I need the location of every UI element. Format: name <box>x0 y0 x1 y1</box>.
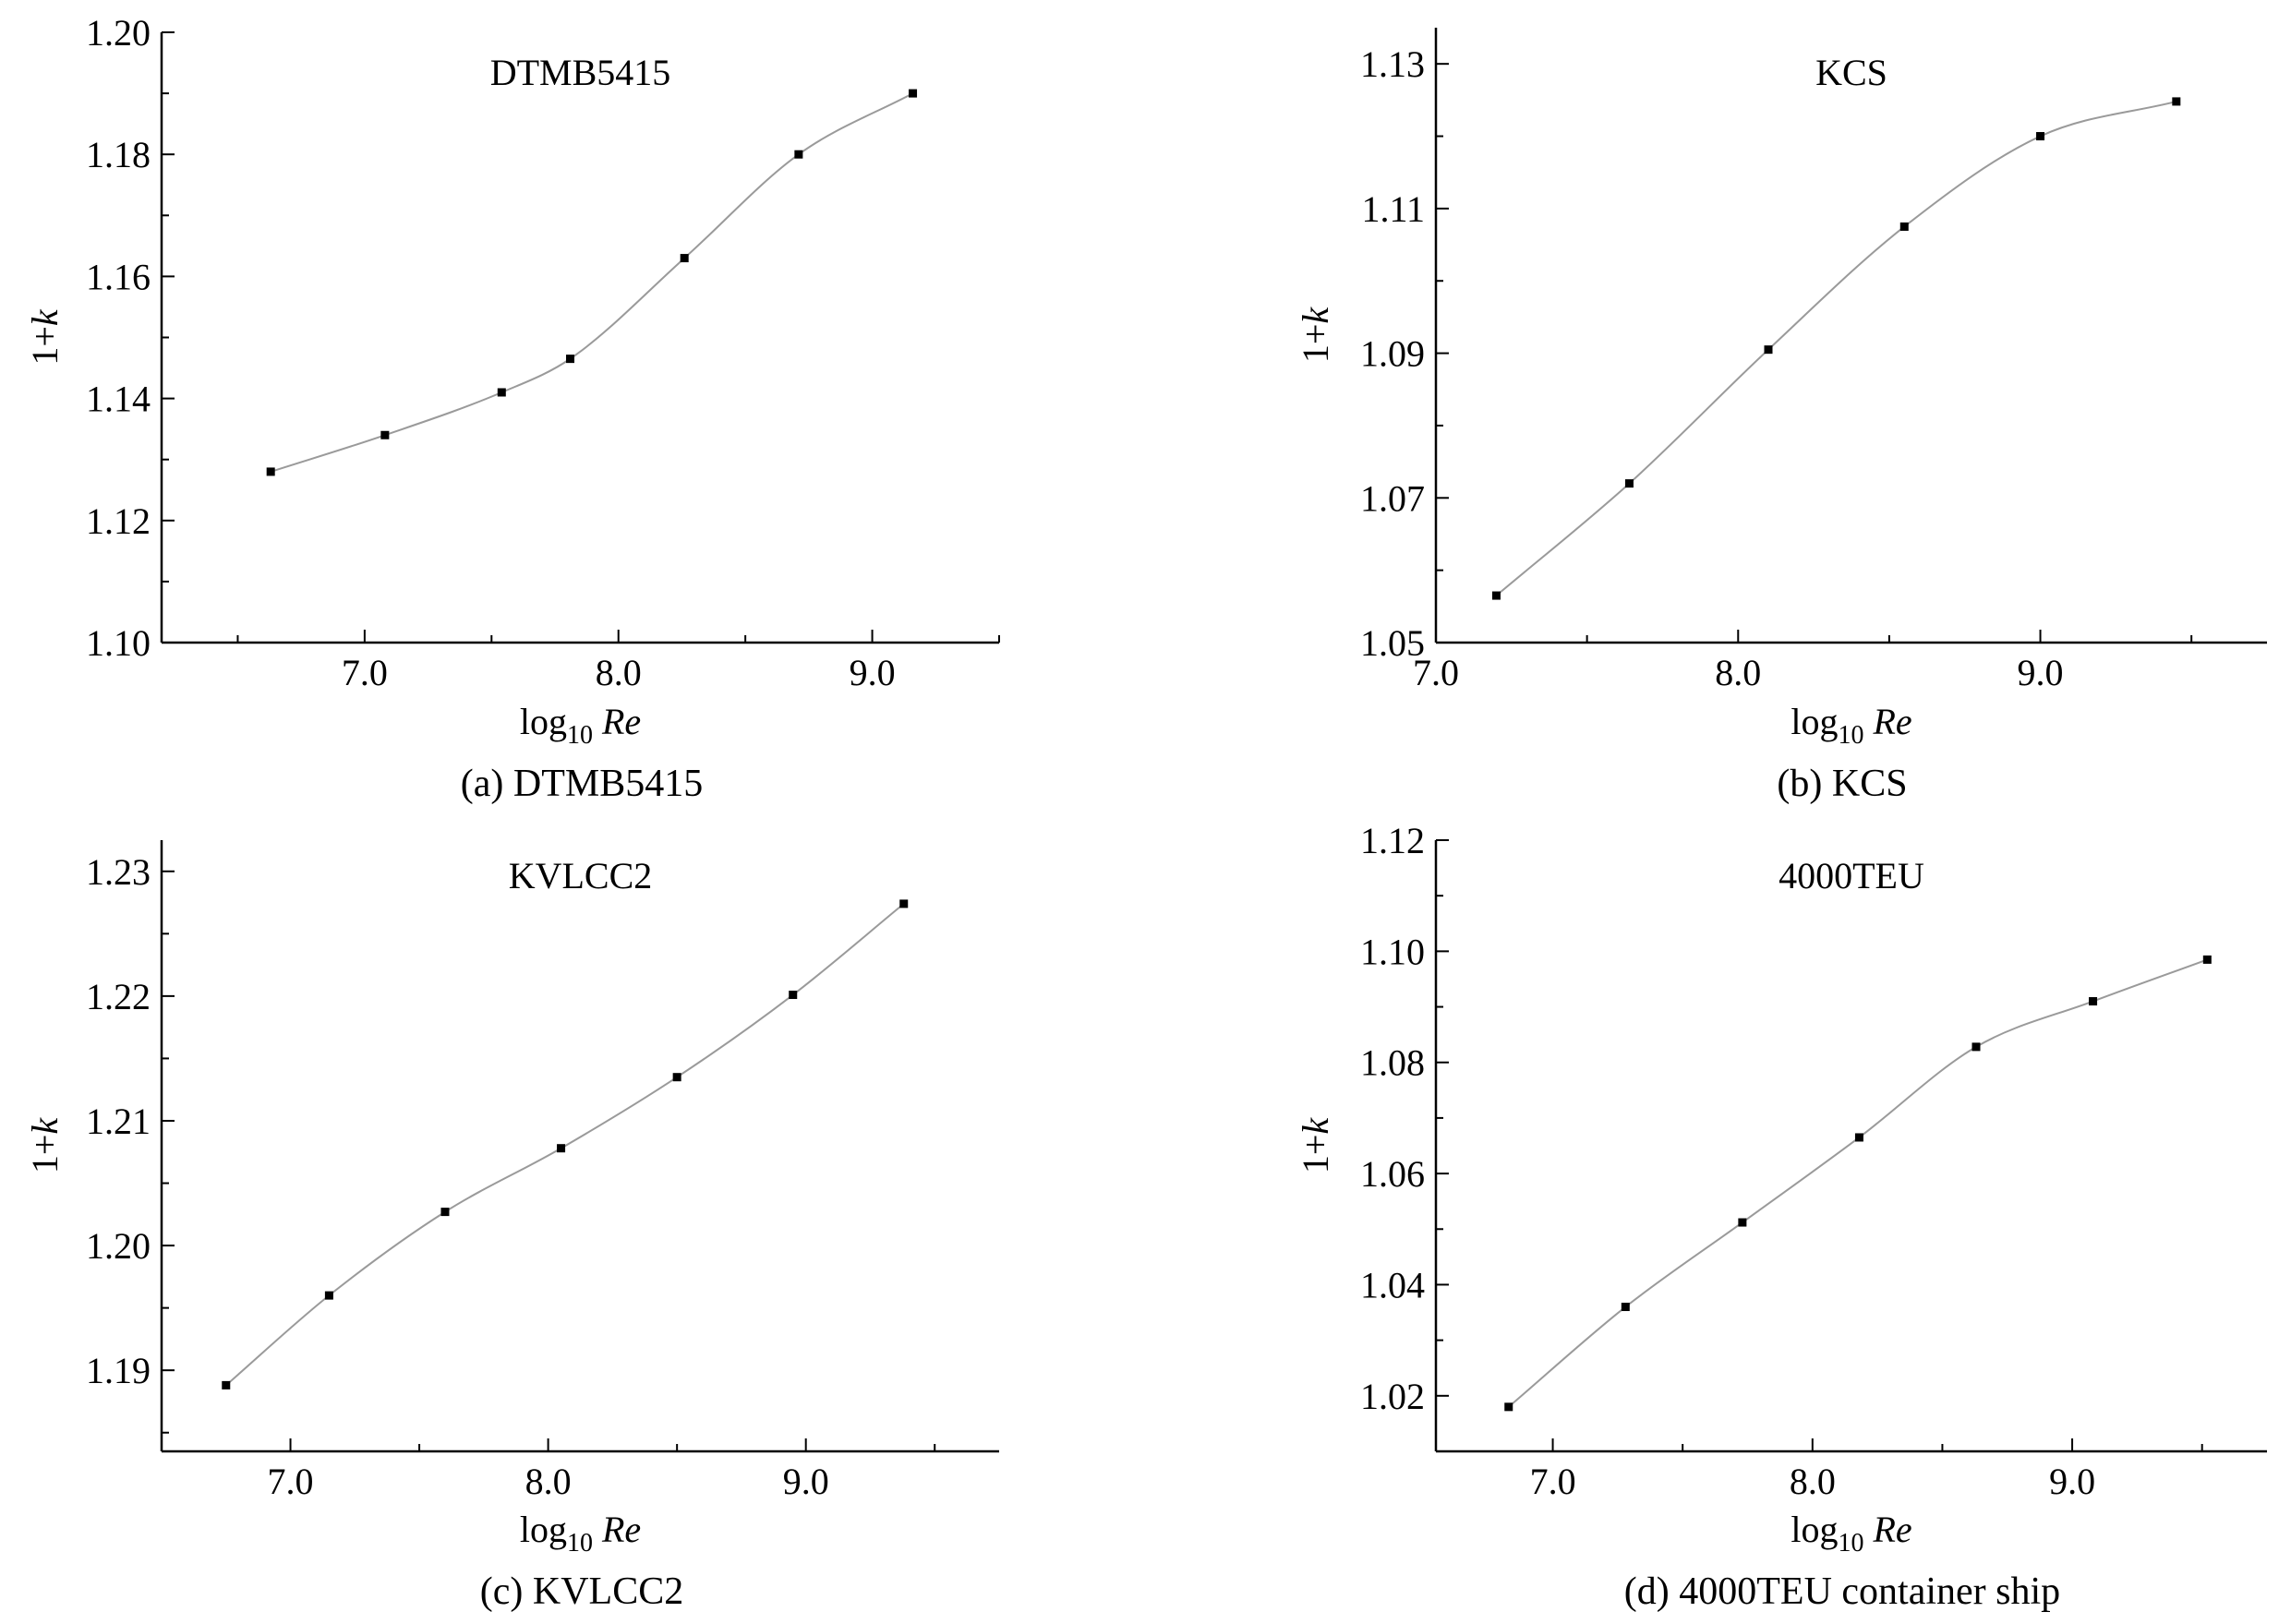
data-point <box>2089 997 2098 1006</box>
y-tick-label: 1.09 <box>1360 333 1425 375</box>
x-tick-label: 8.0 <box>1715 652 1761 693</box>
series-line <box>270 92 914 473</box>
x-tick-label: 7.0 <box>1530 1461 1576 1502</box>
y-tick-label: 1.10 <box>86 622 151 664</box>
data-point <box>1491 591 1501 600</box>
data-point <box>672 1073 681 1082</box>
data-point <box>2172 97 2181 106</box>
data-point <box>2202 955 2212 964</box>
panel-title: DTMB5415 <box>490 52 671 93</box>
data-point <box>1899 222 1909 231</box>
data-point <box>1624 479 1634 488</box>
x-tick-label: 9.0 <box>850 652 896 693</box>
chart-panel-4: 1.02 1.04 1.06 1.08 1.10 1.12 7.0 8.0 9.0 4000TEU… <box>1295 820 2267 1613</box>
series-line <box>1508 958 2208 1408</box>
x-axis-label: log10 Re <box>520 701 641 750</box>
data-point <box>222 1380 231 1389</box>
y-axis-label: 1+k <box>24 308 66 366</box>
data-point <box>789 991 798 1000</box>
x-tick-label: 9.0 <box>2018 652 2064 693</box>
data-point <box>440 1208 450 1217</box>
data-point <box>1738 1218 1747 1227</box>
data-point <box>680 254 689 263</box>
series-line <box>1495 100 2177 596</box>
panel-title: KCS <box>1815 52 1887 93</box>
y-tick-label: 1.06 <box>1360 1153 1425 1195</box>
x-tick-label: 7.0 <box>342 652 388 693</box>
x-axis-label: log10 Re <box>1791 1509 1911 1558</box>
chart-panel-2: 1.05 1.07 1.09 1.11 1.13 7.0 8.0 9.0 KCS log10 Re… <box>1295 28 2267 805</box>
y-tick-label: 1.12 <box>1360 820 1425 861</box>
y-tick-label: 1.10 <box>1360 931 1425 972</box>
chart-panel-1: 1.10 1.12 1.14 1.16 1.18 1.20 7.0 8.0 9.0 DTMB541… <box>24 12 1000 805</box>
panel-caption: (c) KVLCC2 <box>480 1570 683 1613</box>
panel-caption: (a) DTMB5415 <box>461 763 703 805</box>
x-axis-label: log10 Re <box>520 1509 641 1558</box>
y-tick-label: 1.22 <box>86 976 151 1017</box>
data-point <box>1971 1042 1981 1052</box>
y-tick-label: 1.04 <box>1360 1264 1425 1305</box>
panel-caption: (d) 4000TEU container ship <box>1624 1570 2060 1613</box>
x-tick-label: 7.0 <box>1413 652 1459 693</box>
y-tick-label: 1.08 <box>1360 1042 1425 1084</box>
data-point <box>794 150 803 159</box>
data-point <box>557 1144 566 1153</box>
y-tick-label: 1.07 <box>1360 477 1425 519</box>
data-point <box>1504 1402 1513 1412</box>
y-axis-label: 1+k <box>1295 1117 1336 1174</box>
x-axis-label: log10 Re <box>1791 701 1911 750</box>
y-tick-label: 1.02 <box>1360 1376 1425 1417</box>
x-tick-label: 8.0 <box>1790 1461 1836 1502</box>
x-tick-label: 8.0 <box>525 1461 572 1502</box>
data-point <box>1621 1303 1630 1312</box>
y-tick-label: 1.11 <box>1361 188 1425 230</box>
y-tick-label: 1.14 <box>86 379 151 420</box>
y-tick-label: 1.16 <box>86 256 151 297</box>
data-point <box>566 355 575 364</box>
data-point <box>380 430 390 439</box>
y-tick-label: 1.05 <box>1360 622 1425 664</box>
y-axis-label: 1+k <box>1295 307 1336 364</box>
panel-title: KVLCC2 <box>509 855 653 896</box>
panel-caption: (b) KCS <box>1777 763 1907 805</box>
x-tick-label: 8.0 <box>596 652 642 693</box>
y-tick-label: 1.20 <box>86 12 151 54</box>
data-point <box>909 89 918 98</box>
y-axis-label: 1+k <box>24 1117 66 1174</box>
y-tick-label: 1.21 <box>86 1101 151 1142</box>
data-point <box>2036 132 2045 141</box>
y-tick-label: 1.12 <box>86 500 151 542</box>
chart-panel-3: 1.19 1.20 1.21 1.22 1.23 7.0 8.0 9.0 KVLCC2 log10… <box>24 840 999 1613</box>
data-point <box>1854 1133 1863 1142</box>
data-point <box>266 467 275 476</box>
data-point <box>497 388 506 397</box>
x-tick-label: 7.0 <box>268 1461 314 1502</box>
data-point <box>1764 345 1773 355</box>
data-point <box>899 899 909 908</box>
y-tick-label: 1.19 <box>86 1350 151 1391</box>
x-tick-label: 9.0 <box>2049 1461 2095 1502</box>
y-tick-label: 1.18 <box>86 134 151 175</box>
x-tick-label: 9.0 <box>783 1461 829 1502</box>
y-tick-label: 1.13 <box>1360 43 1425 85</box>
data-point <box>324 1291 333 1300</box>
panel-title: 4000TEU <box>1779 855 1924 896</box>
y-tick-label: 1.23 <box>86 851 151 893</box>
y-tick-label: 1.20 <box>86 1225 151 1267</box>
